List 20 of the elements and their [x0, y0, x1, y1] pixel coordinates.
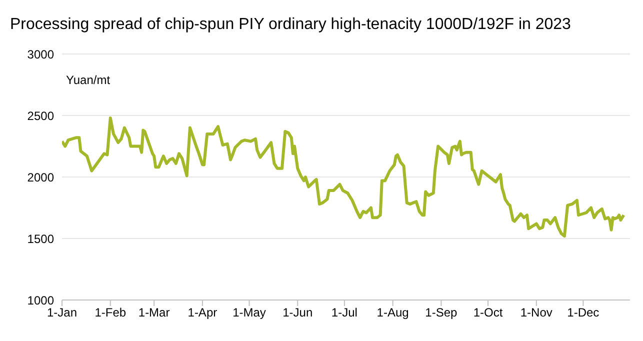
y-axis-title: Yuan/mt — [66, 73, 110, 87]
y-tick-label: 2000 — [27, 170, 54, 184]
x-tick-label: 1-Nov — [520, 306, 552, 320]
y-tick-label: 1000 — [27, 293, 54, 308]
x-tick-label: 1-Oct — [473, 306, 504, 320]
line-series — [62, 116, 626, 238]
x-tick-label: 1-Dec — [567, 306, 600, 320]
chart-title: Processing spread of chip-spun PIY ordinary high-tenacity 1000D/192F in 2023 — [10, 16, 571, 34]
y-tick-label: 2500 — [27, 108, 54, 123]
x-tick-label: 1-Apr — [188, 306, 218, 320]
x-tick-label: 1-Jan — [46, 306, 78, 320]
x-tick-label: 1-May — [232, 306, 266, 320]
x-tick-label: 1-Feb — [94, 306, 126, 320]
x-tick-label: 1-Sep — [425, 306, 458, 320]
x-tick-label: 1-Mar — [138, 306, 170, 320]
x-tick-label: 1-Jul — [331, 306, 358, 320]
y-tick-label: 3000 — [27, 47, 54, 62]
x-tick-label: 1-Aug — [376, 306, 409, 320]
x-tick-label: 1-Jun — [282, 306, 313, 320]
y-tick-label: 1500 — [27, 232, 54, 246]
